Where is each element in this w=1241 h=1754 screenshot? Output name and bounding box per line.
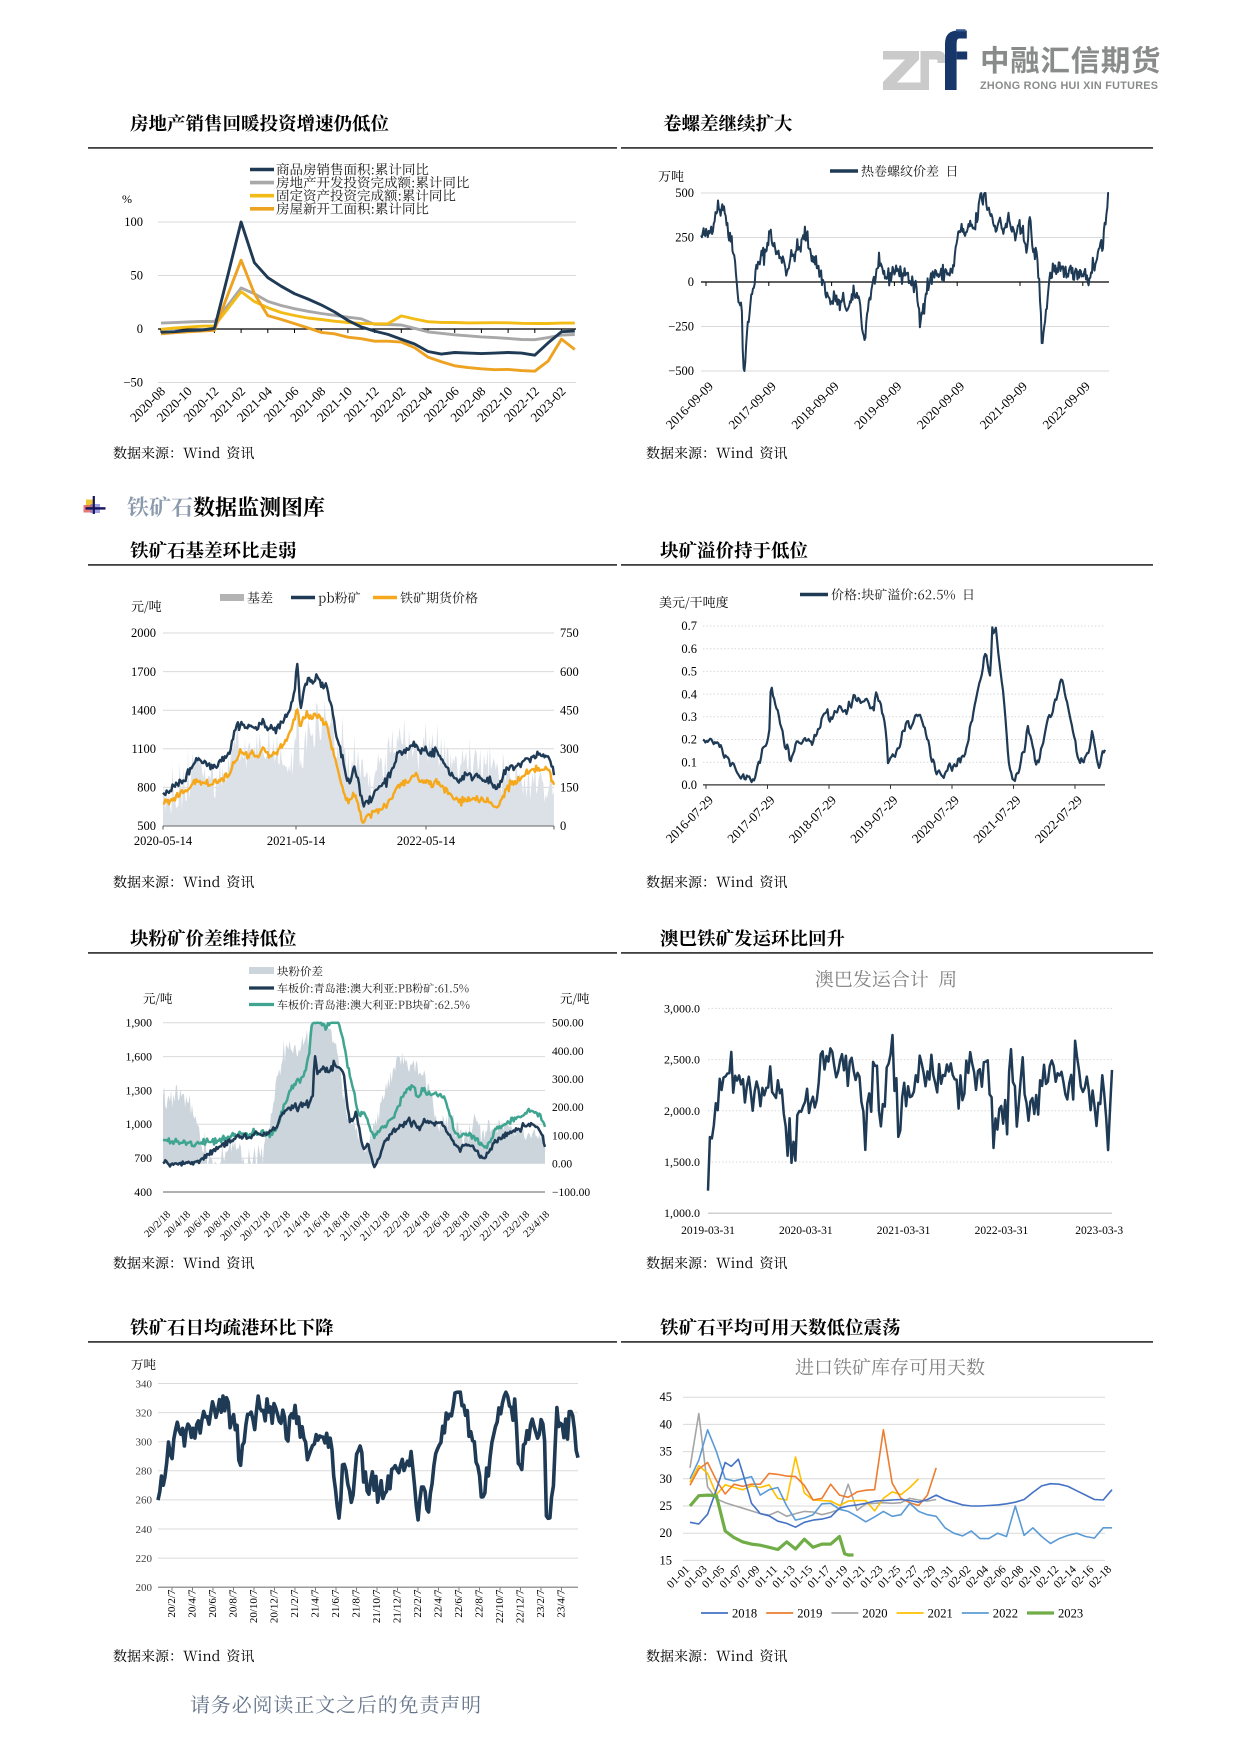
svg-text:250: 250: [675, 231, 694, 245]
svg-text:20/4/7: 20/4/7: [187, 1589, 199, 1618]
svg-text:200: 200: [136, 1582, 153, 1594]
svg-text:100.00: 100.00: [552, 1130, 584, 1142]
svg-text:1,000.0: 1,000.0: [664, 1206, 700, 1220]
svg-text:2022: 2022: [993, 1607, 1018, 1621]
svg-text:260: 260: [136, 1495, 153, 1507]
svg-text:400.00: 400.00: [552, 1046, 584, 1058]
svg-text:2023: 2023: [1058, 1607, 1083, 1621]
svg-text:240: 240: [136, 1524, 153, 1536]
svg-text:−50: −50: [123, 376, 143, 390]
svg-text:150: 150: [560, 781, 579, 795]
svg-text:−500: −500: [668, 364, 694, 378]
svg-text:700: 700: [134, 1151, 152, 1165]
svg-text:50: 50: [131, 269, 144, 283]
svg-text:300: 300: [560, 742, 579, 756]
svg-text:21/10/7: 21/10/7: [371, 1589, 383, 1623]
svg-text:40: 40: [660, 1417, 673, 1431]
svg-text:1,000: 1,000: [125, 1117, 152, 1131]
svg-text:ZHONG RONG HUI XIN FUTURES: ZHONG RONG HUI XIN FUTURES: [980, 80, 1158, 92]
svg-text:800: 800: [137, 781, 156, 795]
svg-text:−100.00: −100.00: [552, 1187, 590, 1199]
svg-text:21/8/7: 21/8/7: [351, 1589, 363, 1618]
svg-text:2022-05-14: 2022-05-14: [397, 834, 456, 848]
svg-text:0.1: 0.1: [681, 755, 697, 769]
svg-text:22/12/7: 22/12/7: [515, 1589, 527, 1623]
svg-text:20/8/7: 20/8/7: [228, 1589, 240, 1618]
svg-text:2021-05-14: 2021-05-14: [267, 834, 326, 848]
svg-text:3,000.0: 3,000.0: [664, 1001, 700, 1015]
svg-text:0.2: 0.2: [681, 733, 697, 747]
svg-text:2021-03-31: 2021-03-31: [877, 1225, 931, 1237]
svg-text:1,900: 1,900: [125, 1016, 152, 1030]
svg-text:2020-05-14: 2020-05-14: [134, 834, 193, 848]
svg-text:21/12/7: 21/12/7: [392, 1589, 404, 1623]
svg-text:30: 30: [660, 1472, 673, 1486]
svg-text:0: 0: [560, 819, 566, 833]
svg-text:21/4/7: 21/4/7: [310, 1589, 322, 1618]
svg-text:2020-03-31: 2020-03-31: [779, 1225, 833, 1237]
svg-text:22/2/7: 22/2/7: [412, 1589, 424, 1618]
svg-text:20/2/7: 20/2/7: [166, 1589, 178, 1618]
svg-text:500: 500: [137, 819, 156, 833]
svg-text:1100: 1100: [131, 742, 156, 756]
svg-text:15: 15: [660, 1553, 673, 1567]
svg-text:2,500.0: 2,500.0: [664, 1053, 700, 1067]
svg-text:−250: −250: [668, 320, 694, 334]
svg-text:20/6/7: 20/6/7: [207, 1589, 219, 1618]
svg-text:2022-03-31: 2022-03-31: [975, 1225, 1029, 1237]
svg-text:35: 35: [660, 1445, 673, 1459]
svg-text:1700: 1700: [131, 665, 156, 679]
svg-text:20/10/7: 20/10/7: [248, 1589, 260, 1623]
svg-text:1,300: 1,300: [125, 1083, 152, 1097]
svg-text:22/6/7: 22/6/7: [453, 1589, 465, 1618]
svg-text:2,000.0: 2,000.0: [664, 1104, 700, 1118]
svg-text:220: 220: [136, 1553, 153, 1565]
svg-text:1,500.0: 1,500.0: [664, 1155, 700, 1169]
svg-text:2000: 2000: [131, 626, 156, 640]
svg-text:23/2/7: 23/2/7: [535, 1589, 547, 1618]
svg-text:750: 750: [560, 626, 579, 640]
svg-text:2019-03-31: 2019-03-31: [681, 1225, 735, 1237]
svg-text:20/12/7: 20/12/7: [269, 1589, 281, 1623]
svg-text:22/8/7: 22/8/7: [474, 1589, 486, 1618]
svg-text:%: %: [122, 192, 132, 206]
svg-text:0.0: 0.0: [681, 778, 697, 792]
svg-text:2023-03-3: 2023-03-3: [1075, 1225, 1123, 1237]
svg-text:320: 320: [136, 1407, 153, 1419]
svg-text:23/4/7: 23/4/7: [556, 1589, 568, 1618]
svg-text:2021: 2021: [928, 1607, 953, 1621]
svg-text:0.6: 0.6: [681, 642, 697, 656]
svg-text:400: 400: [134, 1185, 152, 1199]
svg-text:25: 25: [660, 1499, 673, 1513]
svg-text:300: 300: [136, 1437, 153, 1449]
svg-text:0.4: 0.4: [681, 687, 697, 701]
svg-text:0: 0: [688, 275, 694, 289]
svg-text:500: 500: [675, 186, 694, 200]
svg-text:600: 600: [560, 665, 579, 679]
svg-text:200.00: 200.00: [552, 1102, 584, 1114]
svg-text:1,600: 1,600: [125, 1049, 152, 1063]
svg-text:0.5: 0.5: [681, 665, 697, 679]
svg-text:22/4/7: 22/4/7: [433, 1589, 445, 1618]
svg-text:0.00: 0.00: [552, 1159, 572, 1171]
svg-text:45: 45: [660, 1390, 673, 1404]
svg-text:0.3: 0.3: [681, 710, 697, 724]
svg-text:21/2/7: 21/2/7: [289, 1589, 301, 1618]
svg-text:100: 100: [124, 215, 143, 229]
svg-text:22/10/7: 22/10/7: [494, 1589, 506, 1623]
svg-text:0: 0: [137, 322, 143, 336]
svg-text:2019: 2019: [797, 1607, 822, 1621]
svg-text:340: 340: [136, 1378, 153, 1390]
svg-text:450: 450: [560, 703, 579, 717]
svg-text:2018: 2018: [732, 1607, 757, 1621]
svg-text:21/6/7: 21/6/7: [330, 1589, 342, 1618]
svg-text:20: 20: [660, 1526, 673, 1540]
svg-text:1400: 1400: [131, 703, 156, 717]
svg-text:0.7: 0.7: [681, 619, 697, 633]
svg-text:2020: 2020: [862, 1607, 887, 1621]
svg-text:300.00: 300.00: [552, 1074, 584, 1086]
svg-text:500.00: 500.00: [552, 1018, 584, 1030]
svg-text:280: 280: [136, 1466, 153, 1478]
